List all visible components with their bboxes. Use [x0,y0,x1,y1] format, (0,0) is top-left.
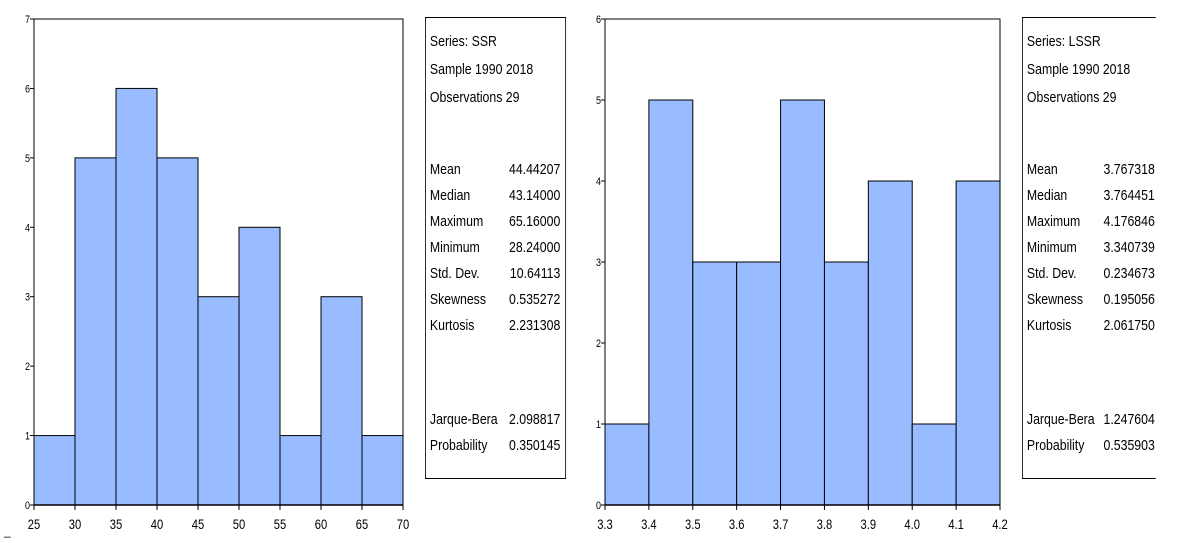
lssr-histogram-bar [823,261,869,506]
ssr-y-tick-label: 6 [25,84,30,96]
ssr-histogram-bar [197,296,240,506]
stats-label: Jarque-Bera [1026,411,1095,428]
stats-label: Std. Dev. [1026,265,1077,282]
ssr-x-tick-label: 70 [397,517,409,532]
corner-mark: _ [4,524,11,538]
lssr-x-tick-label: 4.1 [948,517,964,532]
stats-value: 3.764451 [1103,187,1155,204]
stats-label: Probability [1026,437,1085,454]
stats-label: Maximum [429,213,484,230]
ssr-histogram-bar [156,157,199,506]
lssr-y-tick-label: 2 [596,338,601,350]
ssr-y-tick-label: 1 [25,431,30,443]
stats-value: 10.64113 [509,265,561,282]
lssr-histogram-bar [955,180,1001,506]
stats-observations: Observations 29 [1026,89,1117,106]
stats-label: Minimum [1026,239,1077,256]
stats-value: 2.098817 [508,411,561,428]
stats-series-name: Series: LSSR [1026,33,1101,50]
stats-label: Kurtosis [1026,317,1072,334]
lssr-x-tick-label: 3.9 [861,517,877,532]
ssr-x-tick-label: 40 [151,517,163,532]
lssr-stats-panel: Series: LSSR Sample 1990 2018 Observatio… [1022,17,1156,479]
stats-label: Mean [1026,161,1058,178]
ssr-y-tick-label: 5 [25,153,30,165]
ssr-histogram-bar [279,435,322,506]
stats-value: 4.176846 [1103,213,1155,230]
ssr-stats-panel: Series: SSR Sample 1990 2018 Observation… [425,17,567,479]
stats-label: Median [429,187,471,204]
lssr-y-tick-label: 0 [596,500,601,512]
stats-value: 3.340739 [1103,239,1155,256]
ssr-y-tick-label: 0 [25,500,30,512]
lssr-y-tick-label: 3 [596,257,601,269]
stats-label: Minimum [429,239,480,256]
ssr-x-tick-label: 45 [192,517,204,532]
ssr-y-tick-label: 3 [25,292,30,304]
stats-value: 3.767318 [1103,161,1155,178]
lssr-x-tick-label: 3.7 [773,517,789,532]
stats-value: 0.195056 [1103,291,1155,308]
stats-value: 28.24000 [508,239,561,256]
stats-value: 43.14000 [508,187,561,204]
lssr-histogram-bar [911,423,957,506]
lssr-histogram-bar [736,261,782,506]
ssr-x-tick-label: 65 [356,517,368,532]
stats-label: Skewness [1026,291,1083,308]
ssr-histogram-bar [238,226,281,506]
ssr-x-tick-label: 50 [233,517,245,532]
lssr-x-tick-label: 3.8 [817,517,833,532]
lssr-histogram-bar [648,99,694,506]
stats-value: 0.234673 [1103,265,1155,282]
stats-value: 65.16000 [508,213,561,230]
lssr-x-tick-label: 4.2 [992,517,1008,532]
stats-value: 44.44207 [508,161,561,178]
stats-value: 0.535272 [508,291,561,308]
ssr-x-tick-label: 55 [274,517,286,532]
stats-sample: Sample 1990 2018 [1026,61,1131,78]
lssr-x-tick-label: 3.3 [597,517,613,532]
lssr-x-tick-label: 4.0 [904,517,920,532]
stats-value: 1.247604 [1103,411,1155,428]
ssr-histogram-bar [320,296,363,506]
stats-value: 2.061750 [1103,317,1155,334]
lssr-x-tick-label: 3.6 [729,517,745,532]
ssr-histogram-bar [74,157,117,506]
stats-label: Maximum [1026,213,1081,230]
stats-value: 2.231308 [508,317,561,334]
lssr-histogram-bar [692,261,738,506]
lssr-x-tick-label: 3.5 [685,517,701,532]
ssr-y-tick-label: 4 [25,223,30,235]
lssr-y-tick-label: 1 [596,419,601,431]
lssr-x-tick-label: 3.4 [641,517,657,532]
stats-label: Skewness [429,291,486,308]
ssr-histogram-bar [115,87,158,506]
stats-series-name: Series: SSR [429,33,497,50]
lssr-histogram-bar [780,99,825,506]
lssr-histogram-bar [867,180,913,506]
lssr-histogram-bar [604,423,650,506]
ssr-histogram-bar [33,435,76,506]
lssr-y-tick-label: 6 [596,14,601,26]
ssr-x-tick-label: 35 [110,517,122,532]
lssr-y-tick-label: 5 [596,95,601,107]
stats-value: 0.535903 [1103,437,1155,454]
stats-value: 0.350145 [508,437,561,454]
stats-observations: Observations 29 [429,89,520,106]
stats-label: Std. Dev. [429,265,480,282]
stats-label: Jarque-Bera [429,411,498,428]
ssr-y-tick-label: 7 [25,14,30,26]
ssr-y-tick-label: 2 [25,361,30,373]
ssr-x-tick-label: 25 [28,517,40,532]
ssr-x-tick-label: 30 [69,517,81,532]
stats-label: Probability [429,437,488,454]
stats-label: Mean [429,161,461,178]
lssr-y-tick-label: 4 [596,176,601,188]
stats-sample: Sample 1990 2018 [429,61,534,78]
ssr-x-tick-label: 60 [315,517,327,532]
ssr-histogram-bar [361,435,404,506]
stats-label: Median [1026,187,1068,204]
stats-label: Kurtosis [429,317,475,334]
